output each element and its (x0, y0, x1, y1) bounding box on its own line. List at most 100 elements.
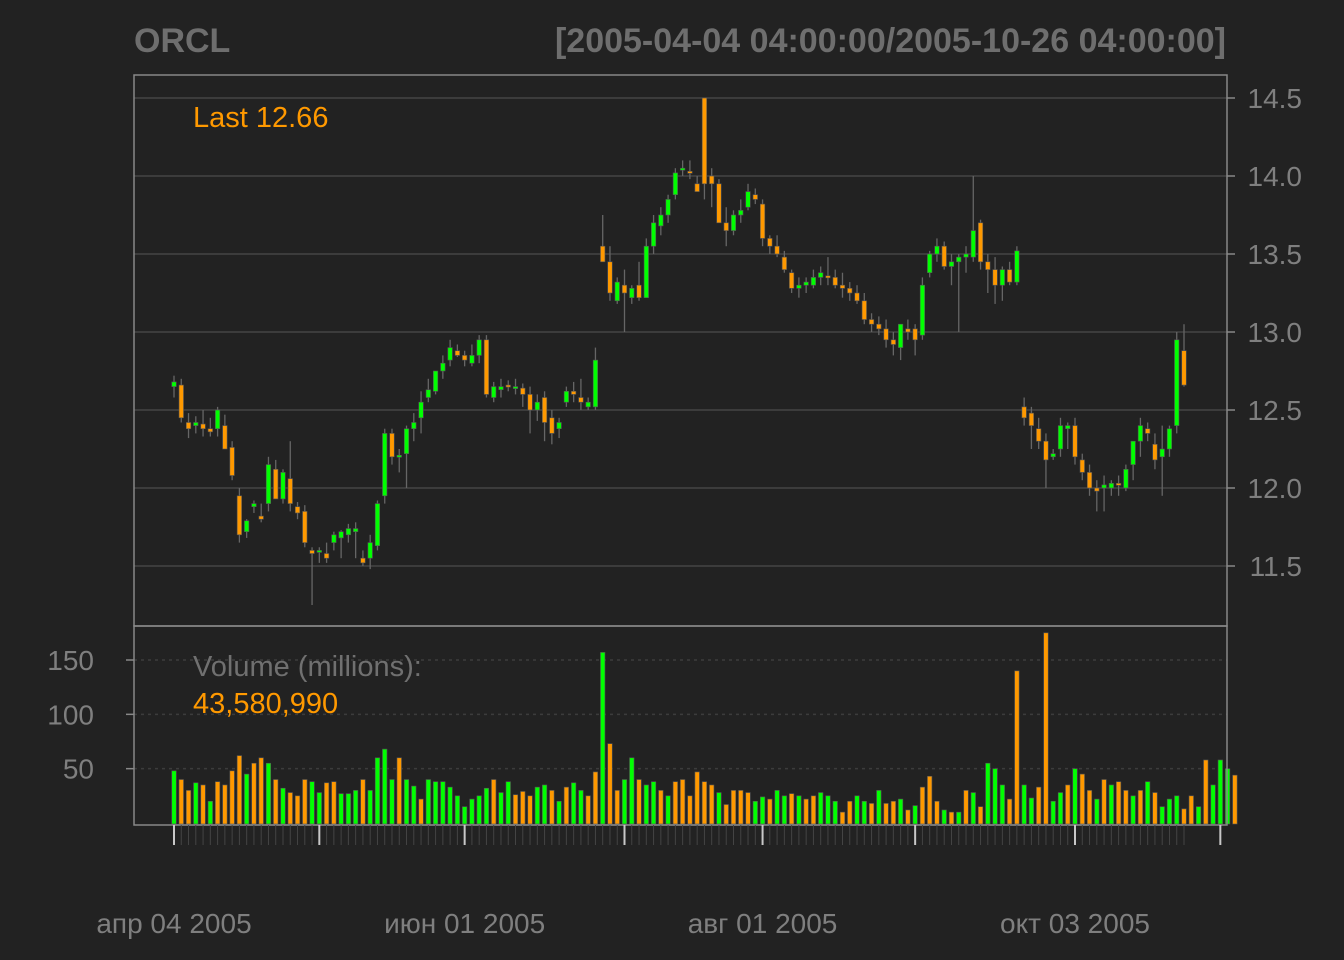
volume-bar (832, 800, 838, 825)
volume-bar (760, 796, 766, 825)
volume-bar (302, 779, 308, 825)
candle-body (382, 433, 388, 497)
candle-body (244, 520, 250, 532)
candle-body (767, 238, 773, 247)
candle-body (934, 245, 940, 255)
candle-body (374, 503, 381, 547)
volume-bar (258, 757, 264, 825)
volume-tick-label: 150 (47, 645, 94, 676)
candle-body (883, 328, 889, 341)
volume-bar (614, 790, 620, 825)
candle-body (1036, 428, 1042, 442)
candle-body (207, 428, 213, 433)
volume-bar (883, 803, 889, 825)
candle-body (193, 422, 199, 426)
candle-body (1057, 425, 1064, 450)
volume-bar (520, 791, 526, 825)
volume-bar (607, 743, 613, 825)
volume-bar (810, 795, 816, 825)
price-tick-label: 13.0 (1248, 317, 1303, 348)
candle-body (265, 464, 272, 504)
volume-bar (534, 786, 540, 825)
volume-bar (948, 811, 955, 825)
candle-body (1123, 468, 1129, 489)
candle-body (745, 191, 751, 208)
time-tick-label: июн 01 2005 (384, 908, 545, 939)
candle-body (752, 194, 758, 200)
volume-bar (425, 779, 431, 825)
candle-body (1145, 428, 1151, 434)
volume-bar (847, 800, 853, 825)
candle-body (723, 222, 729, 231)
volume-bar (556, 800, 562, 825)
volume-bar (367, 790, 373, 825)
candle-body (389, 433, 395, 458)
candle-body (789, 272, 795, 289)
volume-bar (207, 800, 213, 825)
candle-body (1079, 459, 1085, 473)
candle-body (614, 281, 620, 302)
volume-bar (505, 781, 511, 825)
volume-bar (1021, 784, 1027, 825)
volume-bar (658, 790, 664, 825)
price-tick-label: 12.5 (1248, 395, 1303, 426)
candle-body (454, 350, 460, 356)
volume-bar (963, 790, 969, 825)
candle-body (403, 428, 410, 454)
candle-body (810, 277, 816, 286)
candle-body (680, 167, 686, 171)
candle-body (571, 390, 577, 395)
candle-body (999, 269, 1005, 286)
candle-body (1116, 483, 1122, 486)
volume-bar (1116, 781, 1122, 825)
volume-bar (1174, 795, 1180, 825)
candle-body (963, 253, 969, 258)
volume-bar (578, 790, 584, 825)
volume-bar (796, 795, 802, 825)
volume-bar (411, 785, 417, 825)
volume-bar (476, 795, 482, 825)
candle-body (839, 284, 846, 289)
candle-body (1007, 269, 1013, 283)
volume-bar (1123, 790, 1129, 825)
candle-body (694, 183, 700, 192)
candle-body (912, 328, 918, 341)
candle-body (345, 528, 351, 536)
volume-bar (1065, 784, 1071, 825)
volume-bar (222, 784, 228, 825)
volume-bar (215, 781, 221, 825)
candle-body (869, 319, 875, 325)
candle-body (1086, 472, 1093, 489)
candle-body (563, 390, 569, 403)
volume-bar (876, 790, 882, 825)
candle-body (396, 454, 402, 458)
volume-bar (193, 782, 199, 825)
candle-body (520, 387, 526, 395)
candle-body (498, 386, 504, 391)
volume-bar (1152, 792, 1158, 825)
candle-body (302, 511, 308, 543)
volume-axis: 50 100 150 (47, 645, 134, 785)
candle-body (1130, 440, 1136, 465)
candle-body (825, 275, 831, 279)
candle-body (585, 401, 591, 408)
volume-bar (977, 806, 984, 825)
volume-bar (912, 805, 918, 825)
volume-tick-label: 100 (47, 699, 94, 730)
candle-body (665, 199, 671, 216)
volume-bar (1145, 781, 1151, 825)
volume-bar (389, 779, 395, 825)
candle-body (200, 423, 206, 430)
candle-body (542, 397, 548, 423)
time-axis: апр 04 2005 июн 01 2005 авг 01 2005 окт 03 … (96, 824, 1222, 939)
candle-body (505, 384, 511, 388)
volume-bar (600, 652, 606, 825)
volume-bar (236, 755, 242, 825)
volume-bar (636, 779, 642, 825)
volume-bar (861, 800, 867, 825)
volume-bar (985, 762, 991, 825)
candle-body (1094, 487, 1100, 492)
candle-body (607, 261, 613, 294)
price-axis: 11.5 12.0 12.5 13.0 13.5 14.0 14.5 (1227, 83, 1302, 582)
